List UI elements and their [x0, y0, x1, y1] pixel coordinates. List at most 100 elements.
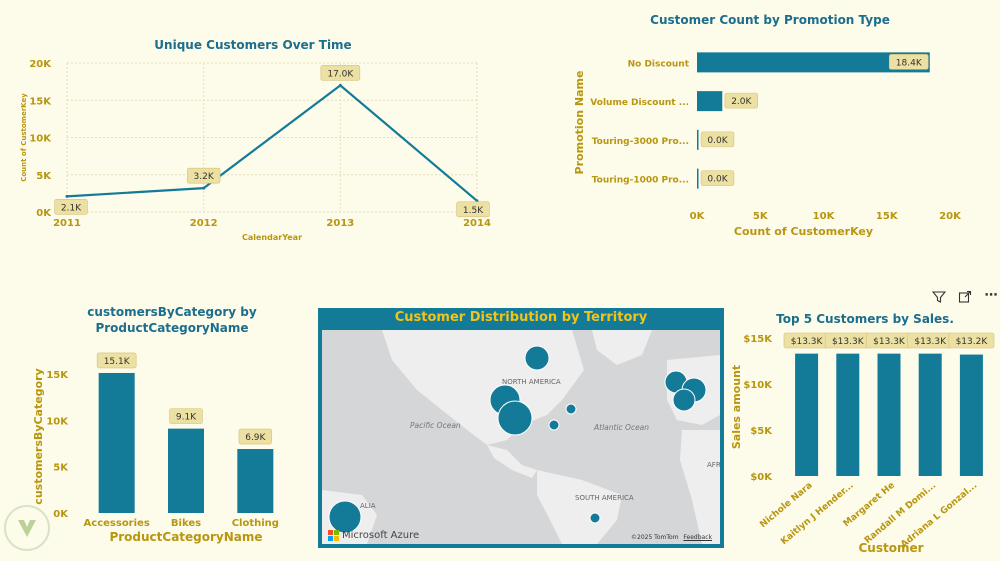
data-label: $13.3K	[873, 337, 906, 347]
visual-toolbar: ⋯	[930, 288, 1000, 308]
series-line	[66, 83, 478, 202]
map-canvas[interactable]: NORTH AMERICA Pacific Ocean Atlantic Oce…	[322, 330, 720, 544]
map-bubble-canada	[524, 345, 550, 371]
data-label: $13.3K	[914, 337, 947, 347]
map-credits-text: ©2025 TomTom	[631, 534, 679, 541]
y-axis-title: customersByCategory	[32, 368, 45, 504]
chart-title-line: ProductCategoryName	[95, 321, 248, 335]
data-label: 0.0K	[707, 175, 728, 185]
bar	[836, 353, 860, 476]
data-point	[65, 194, 69, 198]
x-tick-label: Clothing	[232, 518, 279, 529]
chart-title-line: customersByCategory by	[87, 305, 257, 319]
map-label-africa: AFR	[707, 461, 720, 469]
top5-bar-chart: Top 5 Customers by Sales. $0K $5K $10K $15K $…	[730, 312, 995, 555]
data-label-bg	[320, 65, 361, 81]
y-tick-label: 15K	[29, 96, 52, 107]
y-axis-title: Sales amount	[730, 365, 743, 449]
y-tick-label: 5K	[36, 171, 52, 182]
data-label-bg	[54, 199, 88, 215]
bar	[877, 353, 901, 476]
map-label-south-america: SOUTH AMERICA	[575, 494, 634, 502]
y-tick-label: 5K	[53, 463, 69, 474]
y-tick-label: $10K	[743, 380, 773, 391]
x-tick-label: 2013	[326, 218, 354, 229]
category-bar-visual[interactable]: customersByCategory by ProductCategoryNam…	[0, 300, 315, 557]
bar	[168, 428, 204, 513]
map-bubble-brazil	[589, 512, 601, 524]
y-tick-label: Touring-3000 Pro...	[592, 137, 689, 147]
map-label-north-america: NORTH AMERICA	[502, 378, 561, 386]
data-label: $13.3K	[832, 337, 865, 347]
map-bubbles	[328, 345, 707, 534]
data-point	[338, 83, 342, 87]
bar	[98, 372, 135, 513]
y-tick-label: $15K	[743, 334, 773, 345]
data-label: 2.0K	[731, 97, 752, 107]
land-central-america	[487, 445, 537, 478]
data-label-bg	[724, 92, 758, 109]
x-tick-label: Accessories	[84, 518, 150, 529]
promotion-bar-visual[interactable]: Customer Count by Promotion Type 0K 5K 10K 1…	[560, 5, 1000, 250]
map-label-atlantic: Atlantic Ocean	[593, 423, 649, 432]
y-tick-label: 0K	[36, 208, 52, 219]
map-credits: ©2025 TomTom Feedback	[631, 534, 712, 541]
filter-icon[interactable]	[930, 290, 948, 308]
map-bubble-france	[672, 388, 696, 412]
data-label: 2.1K	[61, 203, 82, 213]
x-tick-label: 20K	[939, 211, 962, 222]
map-feedback-link[interactable]: Feedback	[683, 534, 712, 541]
microsoft-logo-icon	[328, 530, 339, 541]
map-bubble-west-us-2	[497, 400, 533, 436]
data-label: 3.2K	[194, 172, 215, 182]
x-tick-label: Adriana L Gonzal...	[899, 481, 979, 550]
bar	[697, 91, 723, 112]
data-label: $13.2K	[956, 337, 989, 347]
data-label: 1.5K	[463, 206, 484, 216]
y-tick-label: Touring-1000 Pro...	[592, 176, 689, 186]
data-label-bg	[700, 131, 735, 148]
chart-title: Customer Count by Promotion Type	[650, 13, 890, 27]
promotion-bar-chart: Customer Count by Promotion Type 0K 5K 10K 1…	[573, 13, 962, 238]
territory-map-visual[interactable]: Customer Distribution by Territory NORTH…	[318, 308, 724, 548]
data-label-bg	[456, 201, 490, 218]
line-chart-visual[interactable]: Unique Customers Over Time 0K 5K 10K 15K 20K 2…	[0, 30, 500, 245]
bar	[697, 129, 699, 150]
watermark-logo	[4, 505, 50, 551]
map-bubble-central-us	[548, 419, 560, 431]
x-tick-label: Randall M Domi...	[863, 481, 938, 546]
bar	[697, 52, 930, 73]
chart-title: Unique Customers Over Time	[154, 38, 351, 52]
land-africa	[680, 430, 720, 544]
y-tick-label: Volume Discount ...	[590, 98, 689, 108]
bar	[959, 354, 983, 476]
map-label-australia: ALIA	[360, 502, 376, 510]
y-tick-label: $5K	[750, 426, 773, 437]
map-bubble-east-us	[565, 403, 577, 415]
more-options-icon[interactable]: ⋯	[984, 288, 998, 303]
top5-bar-visual[interactable]: Top 5 Customers by Sales. $0K $5K $10K $15K $…	[726, 305, 1000, 557]
data-label-bg	[238, 428, 273, 445]
y-axis-title: Promotion Name	[573, 71, 586, 175]
x-axis-title: ProductCategoryName	[109, 530, 262, 544]
x-tick-label: 10K	[813, 211, 836, 222]
x-tick-label: 0K	[690, 211, 706, 222]
bar	[697, 168, 699, 189]
x-axis-title: CalendarYear	[242, 233, 302, 242]
y-tick-label: 20K	[29, 59, 52, 70]
map-label-pacific: Pacific Ocean	[410, 421, 461, 430]
focus-mode-icon[interactable]	[956, 290, 974, 308]
x-axis-title: Count of CustomerKey	[734, 225, 873, 238]
chart-title: Top 5 Customers by Sales.	[776, 312, 954, 326]
bar	[237, 449, 274, 513]
bar	[795, 353, 819, 476]
data-point	[202, 186, 206, 190]
land-south-america	[537, 470, 622, 544]
x-tick-label: 2014	[463, 218, 491, 229]
x-axis-title: Customer	[858, 541, 923, 555]
data-label: 18.4K	[896, 58, 923, 68]
y-tick-label: $0K	[750, 472, 773, 483]
y-tick-label: 0K	[53, 509, 69, 520]
data-label: 17.0K	[327, 69, 354, 79]
map-branding-text: Microsoft Azure	[342, 530, 420, 541]
